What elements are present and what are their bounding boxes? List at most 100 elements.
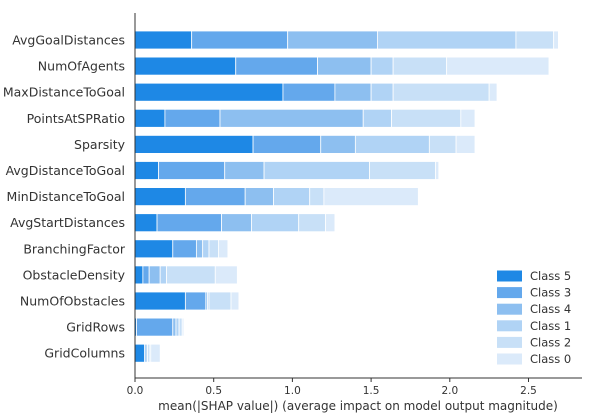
bar-branchingfactor-class-0 <box>218 239 229 259</box>
bar-layer <box>134 30 559 363</box>
bar-sparsity-class-2 <box>428 134 457 154</box>
bar-avgdistancetogoal-class-2 <box>369 161 437 180</box>
x-axis-ticks: 0.0 0.5 1.0 1.5 2.0 2.5 <box>127 378 537 397</box>
bar-obstacledensity-class-0 <box>214 265 238 285</box>
category-label-pointsatspratio: PointsAtSPRatio <box>27 111 125 126</box>
legend-swatch-class-0 <box>497 353 522 365</box>
bar-gridrows-class-2 <box>178 317 183 337</box>
bar-sparsity-class-3 <box>252 134 322 154</box>
bar-maxdistancetogoal-class-4 <box>334 82 372 102</box>
x-tick-label: 2.0 <box>441 385 458 397</box>
bar-sparsity-class-5 <box>134 134 254 154</box>
bar-mindistancetogoal-class-5 <box>134 187 186 207</box>
bar-mindistancetogoal-class-0 <box>323 187 419 207</box>
bar-avggoaldistances-class-2 <box>515 30 555 50</box>
bar-numofobstacles-class-3 <box>184 291 207 311</box>
bar-sparsity-class-1 <box>354 134 430 154</box>
legend-label-class-1: Class 1 <box>530 319 571 333</box>
category-label-gridcolumns: GridColumns <box>44 346 125 361</box>
legend-swatch-class-3 <box>497 287 522 299</box>
bar-branchingfactor-class-1 <box>202 239 210 259</box>
category-label-mindistancetogoal: MinDistanceToGoal <box>7 189 125 204</box>
bar-sparsity-class-4 <box>320 134 356 154</box>
bar-avgstartdistances-class-4 <box>221 213 252 233</box>
bar-numofagents-class-0 <box>446 56 550 76</box>
bar-obstacledensity-class-3 <box>142 265 150 285</box>
bar-avggoaldistances-class-5 <box>134 30 193 50</box>
bar-maxdistancetogoal-class-5 <box>134 82 284 102</box>
bar-avgstartdistances-class-0 <box>325 213 336 233</box>
bar-branchingfactor-class-5 <box>134 239 174 259</box>
legend-label-class-2: Class 2 <box>530 335 571 349</box>
bar-pointsatspratio-class-1 <box>362 108 392 128</box>
bar-pointsatspratio-class-5 <box>134 108 166 128</box>
legend-label-class-5: Class 5 <box>530 269 571 283</box>
bar-mindistancetogoal-class-2 <box>309 187 325 207</box>
bar-obstacledensity-class-2 <box>166 265 216 285</box>
bar-obstacledensity-class-5 <box>134 265 144 285</box>
bar-branchingfactor-class-3 <box>172 239 197 259</box>
bar-maxdistancetogoal-class-3 <box>282 82 336 102</box>
bar-avgdistancetogoal-class-4 <box>224 161 265 180</box>
bar-avggoaldistances-class-0 <box>553 30 559 50</box>
bar-numofagents-class-5 <box>134 56 237 76</box>
legend-label-class-3: Class 3 <box>530 286 571 300</box>
bar-gridrows-class-3 <box>136 317 174 337</box>
bar-avgstartdistances-class-2 <box>298 213 326 233</box>
legend-swatch-class-5 <box>497 270 522 282</box>
bar-numofobstacles-class-5 <box>134 291 186 311</box>
bar-avgdistancetogoal-class-3 <box>158 161 226 180</box>
bar-obstacledensity-class-4 <box>148 265 161 285</box>
bar-branchingfactor-class-2 <box>208 239 219 259</box>
bar-numofagents-class-4 <box>317 56 372 76</box>
x-tick-label: 1.5 <box>363 385 380 397</box>
x-tick-label: 2.5 <box>520 385 537 397</box>
bar-avgdistancetogoal-class-0 <box>435 161 440 180</box>
bar-pointsatspratio-class-0 <box>460 108 476 128</box>
bar-maxdistancetogoal-class-2 <box>392 82 490 102</box>
category-label-numofobstacles: NumOfObstacles <box>20 294 125 309</box>
x-tick-label: 0.5 <box>205 385 222 397</box>
category-label-branchingfactor: BranchingFactor <box>23 241 126 256</box>
category-label-avgstartdistances: AvgStartDistances <box>10 215 125 230</box>
category-label-gridrows: GridRows <box>66 320 125 335</box>
bar-maxdistancetogoal-class-0 <box>488 82 498 102</box>
bar-avgdistancetogoal-class-5 <box>134 161 160 180</box>
bar-avggoaldistances-class-3 <box>191 30 289 50</box>
bar-avggoaldistances-class-1 <box>376 30 517 50</box>
bar-mindistancetogoal-class-4 <box>244 187 274 207</box>
category-label-sparsity: Sparsity <box>74 137 126 152</box>
legend-swatch-class-2 <box>497 336 522 348</box>
x-axis-title: mean(|SHAP value|) (average impact on mo… <box>158 399 558 413</box>
bar-mindistancetogoal-class-3 <box>184 187 246 207</box>
legend-label-class-0: Class 0 <box>530 352 571 366</box>
bar-gridrows-class-4 <box>172 317 177 337</box>
category-label-maxdistancetogoal: MaxDistanceToGoal <box>3 85 125 100</box>
bar-pointsatspratio-class-4 <box>219 108 364 128</box>
bar-gridcolumns-class-5 <box>134 343 145 363</box>
bar-gridrows-class-0 <box>181 317 185 337</box>
bar-pointsatspratio-class-2 <box>391 108 462 128</box>
category-label-avgdistancetogoal: AvgDistanceToGoal <box>6 163 125 178</box>
bar-avggoaldistances-class-4 <box>287 30 378 50</box>
bar-numofobstacles-class-0 <box>230 291 240 311</box>
legend-label-class-4: Class 4 <box>530 302 571 316</box>
bar-obstacledensity-class-1 <box>159 265 167 285</box>
bar-pointsatspratio-class-3 <box>164 108 221 128</box>
x-tick-label: 1.0 <box>284 385 301 397</box>
category-label-numofagents: NumOfAgents <box>38 59 125 74</box>
bar-sparsity-class-0 <box>455 134 476 154</box>
bar-avgstartdistances-class-3 <box>156 213 222 233</box>
legend: Class 5 Class 3 Class 4 Class 1 Class 2 Class… <box>497 269 571 366</box>
bar-numofagents-class-3 <box>235 56 318 76</box>
bar-gridcolumns-class-0 <box>150 343 161 363</box>
bar-avgstartdistances-class-5 <box>134 213 158 233</box>
bar-maxdistancetogoal-class-1 <box>370 82 394 102</box>
category-labels: AvgGoalDistances NumOfAgents MaxDistanceTo… <box>3 33 126 361</box>
bar-numofagents-class-2 <box>392 56 448 76</box>
bar-numofobstacles-class-2 <box>208 291 232 311</box>
legend-swatch-class-1 <box>497 320 522 332</box>
x-tick-label: 0.0 <box>127 385 144 397</box>
category-label-avggoaldistances: AvgGoalDistances <box>12 33 125 48</box>
